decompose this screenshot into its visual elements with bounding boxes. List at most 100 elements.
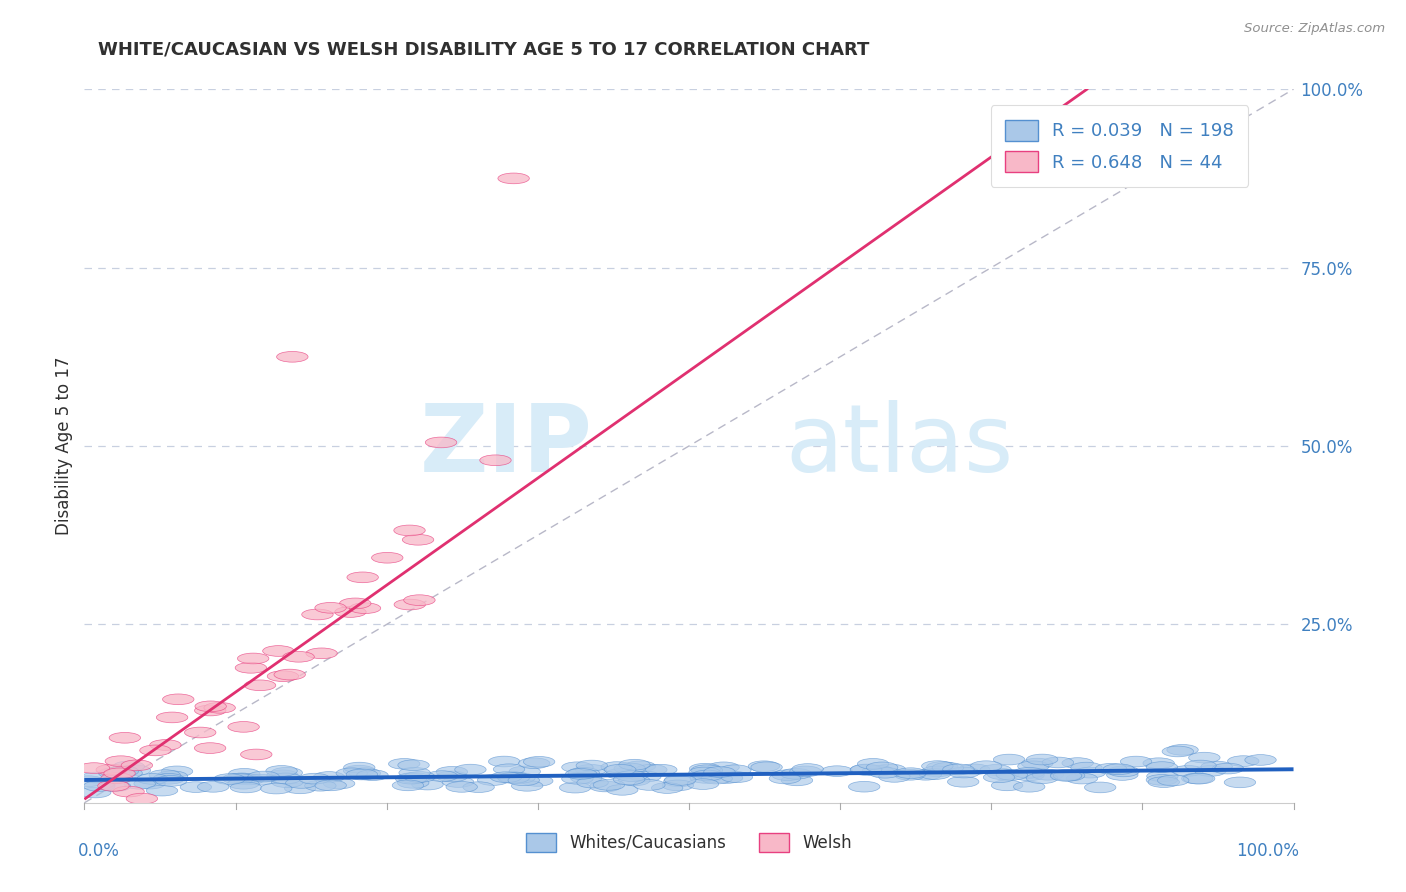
Ellipse shape xyxy=(576,777,609,788)
Ellipse shape xyxy=(1066,773,1098,784)
Ellipse shape xyxy=(260,783,292,794)
Ellipse shape xyxy=(146,785,177,796)
Ellipse shape xyxy=(1188,752,1220,763)
Ellipse shape xyxy=(689,764,721,774)
Text: Source: ZipAtlas.com: Source: ZipAtlas.com xyxy=(1244,22,1385,36)
Ellipse shape xyxy=(894,770,925,780)
Ellipse shape xyxy=(707,762,740,772)
Ellipse shape xyxy=(156,771,188,781)
Ellipse shape xyxy=(1026,773,1057,784)
Ellipse shape xyxy=(593,780,624,790)
Ellipse shape xyxy=(162,766,193,777)
Ellipse shape xyxy=(247,772,280,782)
Ellipse shape xyxy=(821,766,852,777)
Ellipse shape xyxy=(1074,767,1105,778)
Ellipse shape xyxy=(1050,770,1083,780)
Text: 100.0%: 100.0% xyxy=(1236,842,1299,860)
Ellipse shape xyxy=(479,455,512,466)
Ellipse shape xyxy=(1014,767,1045,778)
Ellipse shape xyxy=(343,765,375,776)
Ellipse shape xyxy=(523,756,555,767)
Ellipse shape xyxy=(96,764,128,775)
Ellipse shape xyxy=(231,782,262,793)
Ellipse shape xyxy=(662,780,693,790)
Ellipse shape xyxy=(624,761,655,772)
Ellipse shape xyxy=(571,772,602,783)
Ellipse shape xyxy=(1212,764,1244,774)
Ellipse shape xyxy=(315,602,346,613)
Ellipse shape xyxy=(927,762,957,772)
Ellipse shape xyxy=(349,768,381,779)
Legend: Whites/Caucasians, Welsh: Whites/Caucasians, Welsh xyxy=(519,826,859,859)
Ellipse shape xyxy=(83,780,115,791)
Ellipse shape xyxy=(139,745,172,756)
Ellipse shape xyxy=(1225,777,1256,788)
Ellipse shape xyxy=(404,595,434,606)
Ellipse shape xyxy=(271,767,302,778)
Ellipse shape xyxy=(983,772,1015,782)
Ellipse shape xyxy=(240,749,271,760)
Ellipse shape xyxy=(98,780,129,791)
Ellipse shape xyxy=(910,770,942,780)
Ellipse shape xyxy=(970,761,1002,772)
Ellipse shape xyxy=(1167,745,1198,756)
Ellipse shape xyxy=(267,671,298,681)
Ellipse shape xyxy=(267,770,298,780)
Ellipse shape xyxy=(498,173,529,184)
Ellipse shape xyxy=(298,773,330,784)
Ellipse shape xyxy=(651,782,683,793)
Ellipse shape xyxy=(404,772,436,782)
Ellipse shape xyxy=(100,780,131,791)
Ellipse shape xyxy=(245,680,276,690)
Ellipse shape xyxy=(233,774,264,785)
Ellipse shape xyxy=(454,764,486,775)
Ellipse shape xyxy=(600,762,633,772)
Ellipse shape xyxy=(1032,770,1064,780)
Ellipse shape xyxy=(711,772,742,783)
Ellipse shape xyxy=(277,351,308,362)
Ellipse shape xyxy=(605,764,636,775)
Ellipse shape xyxy=(748,761,780,772)
Ellipse shape xyxy=(477,774,509,785)
Ellipse shape xyxy=(921,761,953,772)
Ellipse shape xyxy=(163,694,194,705)
Ellipse shape xyxy=(121,760,153,771)
Ellipse shape xyxy=(1014,781,1045,792)
Ellipse shape xyxy=(314,772,344,782)
Ellipse shape xyxy=(1022,758,1053,769)
Ellipse shape xyxy=(394,525,425,536)
Ellipse shape xyxy=(782,775,813,786)
Ellipse shape xyxy=(274,669,305,680)
Ellipse shape xyxy=(105,756,136,766)
Ellipse shape xyxy=(959,764,990,774)
Ellipse shape xyxy=(920,769,950,780)
Ellipse shape xyxy=(436,766,468,777)
Ellipse shape xyxy=(630,772,661,782)
Ellipse shape xyxy=(120,765,150,776)
Ellipse shape xyxy=(112,761,145,772)
Ellipse shape xyxy=(110,732,141,743)
Ellipse shape xyxy=(1146,774,1178,785)
Ellipse shape xyxy=(197,781,229,792)
Ellipse shape xyxy=(402,534,434,545)
Ellipse shape xyxy=(987,769,1019,780)
Ellipse shape xyxy=(204,702,235,713)
Ellipse shape xyxy=(124,779,156,789)
Ellipse shape xyxy=(616,771,647,781)
Ellipse shape xyxy=(228,722,259,732)
Ellipse shape xyxy=(565,769,598,780)
Ellipse shape xyxy=(153,773,184,784)
Ellipse shape xyxy=(896,768,927,779)
Ellipse shape xyxy=(1121,756,1152,767)
Ellipse shape xyxy=(1181,773,1213,784)
Ellipse shape xyxy=(284,783,316,794)
Ellipse shape xyxy=(214,773,245,784)
Ellipse shape xyxy=(1053,771,1085,781)
Ellipse shape xyxy=(436,771,468,781)
Ellipse shape xyxy=(792,764,824,774)
Ellipse shape xyxy=(948,776,979,787)
Ellipse shape xyxy=(226,773,257,784)
Ellipse shape xyxy=(283,651,315,662)
Ellipse shape xyxy=(112,786,145,797)
Ellipse shape xyxy=(371,552,404,563)
